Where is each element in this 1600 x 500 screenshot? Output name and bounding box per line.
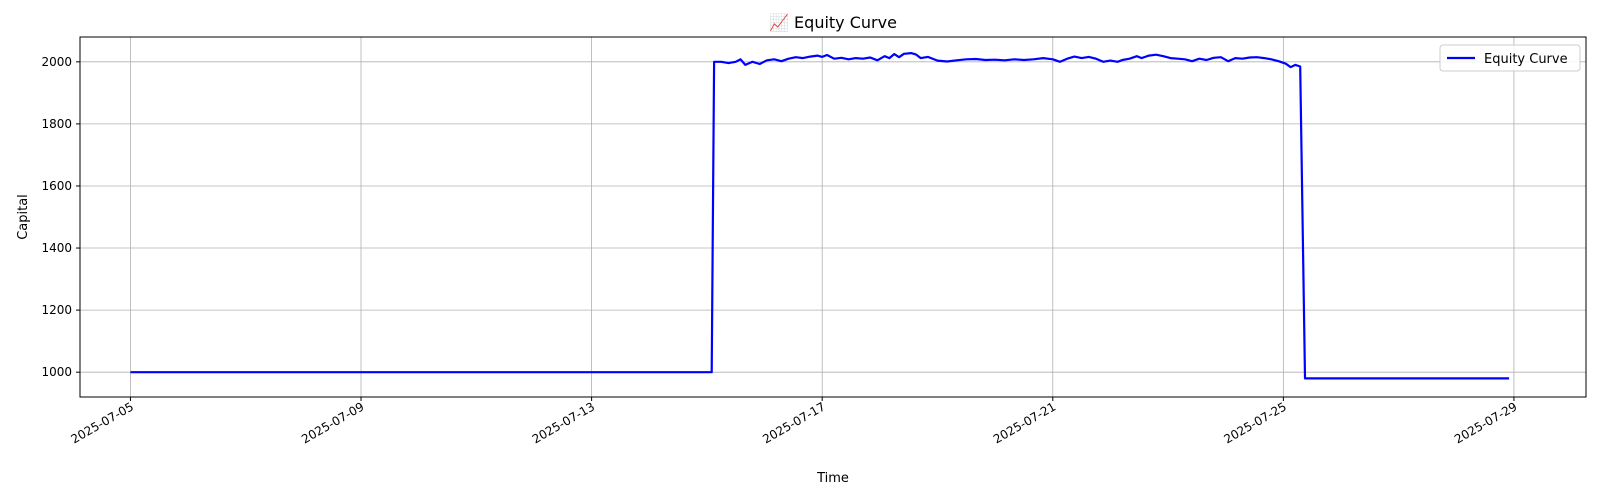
chart-title: 📈 Equity Curve (769, 13, 897, 32)
y-tick-label: 1000 (41, 365, 72, 379)
legend-box (1439, 44, 1581, 72)
axes-frame (79, 36, 1587, 398)
y-tick-label: 1400 (41, 241, 72, 255)
x-axis-ticks: 2025-07-05 2025-07-09 2025-07-13 2025-07-17… (69, 397, 1519, 446)
y-tick-label: 2000 (41, 55, 72, 69)
x-tick-label: 2025-07-21 (991, 399, 1058, 446)
grid-lines (80, 37, 1586, 397)
x-tick-label: 2025-07-09 (299, 399, 366, 446)
x-tick-label: 2025-07-25 (1221, 399, 1288, 446)
legend: Equity Curve (1439, 44, 1581, 72)
y-axis-title: Capital (16, 194, 31, 240)
y-tick-label: 1800 (41, 117, 72, 131)
y-tick-label: 1600 (41, 179, 72, 193)
x-tick-label: 2025-07-17 (760, 399, 827, 446)
x-tick-label: 2025-07-29 (1452, 399, 1519, 446)
series-line-equity-curve (130, 51, 1510, 380)
x-tick-label: 2025-07-05 (69, 399, 136, 446)
legend-label-equity-curve: Equity Curve (1484, 52, 1568, 67)
y-axis-ticks: 1000 1200 1400 1600 1800 2000 (41, 55, 80, 379)
x-axis-title: Time (816, 471, 849, 486)
x-tick-label: 2025-07-13 (530, 399, 597, 446)
y-tick-label: 1200 (41, 303, 72, 317)
plot-area (130, 51, 1510, 380)
